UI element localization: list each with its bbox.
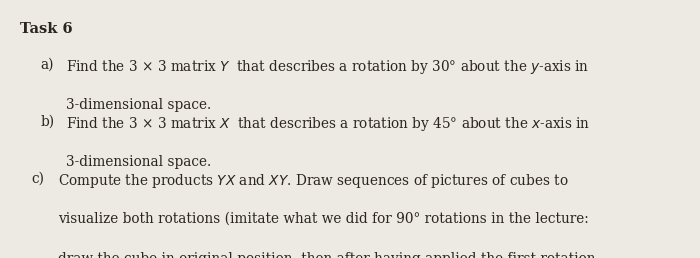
Text: Find the 3 × 3 matrix $X$  that describes a rotation by 45° about the $x$-axis i: Find the 3 × 3 matrix $X$ that describes…: [66, 115, 591, 133]
Text: 3-dimensional space.: 3-dimensional space.: [66, 98, 211, 112]
Text: Find the 3 × 3 matrix $Y$  that describes a rotation by 30° about the $y$-axis i: Find the 3 × 3 matrix $Y$ that describes…: [66, 58, 590, 76]
Text: 3-dimensional space.: 3-dimensional space.: [66, 155, 211, 169]
Text: Compute the products $YX$ and $XY$. Draw sequences of pictures of cubes to: Compute the products $YX$ and $XY$. Draw…: [58, 172, 568, 190]
Text: draw the cube in original position, then after having applied the first rotation: draw the cube in original position, then…: [58, 252, 600, 258]
Text: visualize both rotations (imitate what we did for 90° rotations in the lecture:: visualize both rotations (imitate what w…: [58, 212, 589, 225]
Text: a): a): [41, 58, 54, 72]
Text: Task 6: Task 6: [20, 22, 72, 36]
Text: b): b): [41, 115, 55, 129]
Text: c): c): [32, 172, 45, 186]
